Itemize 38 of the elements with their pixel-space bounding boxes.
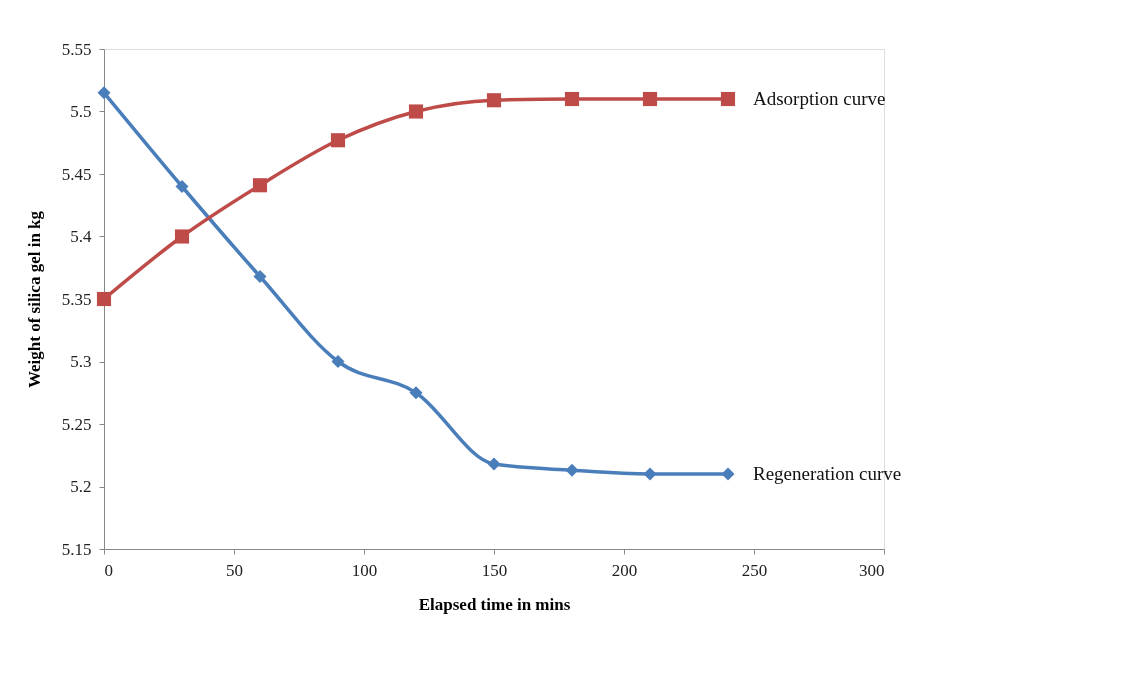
x-tick-label: 200 <box>611 560 638 580</box>
point <box>330 133 346 148</box>
y-tick-label: 5.3 <box>70 352 92 371</box>
point <box>253 269 267 284</box>
point <box>487 457 501 471</box>
x-tick-label: 250 <box>741 560 768 580</box>
y-tick-label: 5.2 <box>70 477 92 496</box>
point <box>408 104 424 119</box>
y-tick-label: 5.55 <box>61 39 92 59</box>
x-tick-label: 0 <box>104 560 113 580</box>
x-tick-label: 100 <box>351 560 378 580</box>
point <box>564 91 580 107</box>
point <box>720 91 736 107</box>
x-tick-label: 150 <box>481 560 508 580</box>
x-tick-label: 300 <box>859 560 885 580</box>
x-axis-title: Elapsed time in mins <box>418 594 571 614</box>
point <box>721 467 735 481</box>
point <box>486 93 502 108</box>
y-tick-label: 5.4 <box>70 227 92 246</box>
y-tick-label: 5.5 <box>70 102 92 121</box>
point <box>175 179 189 194</box>
y-tick-label: 5.25 <box>61 414 92 434</box>
point <box>642 91 658 107</box>
y-tick-label: 5.45 <box>61 164 92 184</box>
point <box>643 467 657 481</box>
point <box>565 463 579 477</box>
x-tick-label: 50 <box>226 560 243 580</box>
y-tick-label: 5.15 <box>61 539 92 559</box>
point <box>96 291 112 307</box>
point <box>409 386 423 400</box>
series-label: Adsorption curve <box>753 88 886 109</box>
point <box>331 354 345 369</box>
point <box>252 178 268 193</box>
y-axis-title: Weight of silica gel in kg <box>24 210 44 389</box>
point <box>97 86 111 100</box>
series-label: Regeneration curve <box>753 463 902 484</box>
y-tick-label: 5.35 <box>61 289 92 309</box>
point <box>174 229 190 244</box>
